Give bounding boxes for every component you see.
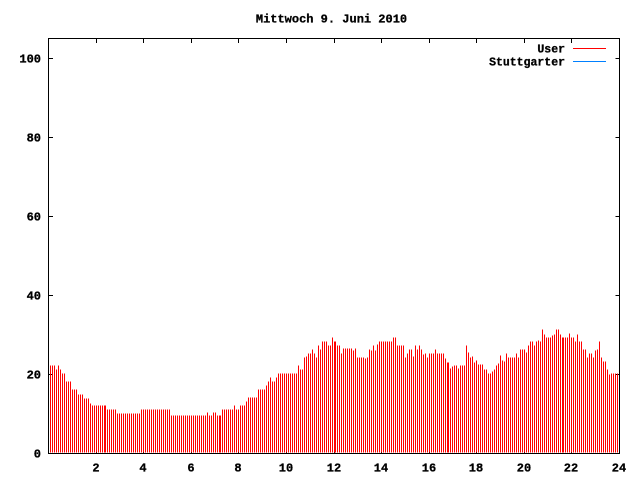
svg-text:12: 12: [327, 462, 341, 476]
svg-text:20: 20: [517, 462, 531, 476]
svg-text:20: 20: [27, 369, 41, 383]
svg-text:4: 4: [139, 462, 146, 476]
svg-text:22: 22: [564, 462, 578, 476]
svg-text:8: 8: [234, 462, 241, 476]
svg-text:Stuttgarter: Stuttgarter: [489, 57, 565, 70]
svg-text:18: 18: [469, 462, 483, 476]
svg-text:40: 40: [27, 290, 41, 304]
svg-text:14: 14: [374, 462, 388, 476]
svg-text:Mittwoch 9. Juni 2010: Mittwoch 9. Juni 2010: [256, 13, 407, 27]
svg-text:80: 80: [27, 132, 41, 146]
svg-text:60: 60: [27, 211, 41, 225]
svg-text:0: 0: [34, 448, 41, 462]
svg-text:10: 10: [279, 462, 293, 476]
svg-text:2: 2: [92, 462, 99, 476]
svg-text:6: 6: [187, 462, 194, 476]
svg-text:100: 100: [19, 53, 41, 67]
svg-text:24: 24: [612, 462, 626, 476]
svg-text:User: User: [537, 44, 565, 57]
svg-text:16: 16: [422, 462, 436, 476]
